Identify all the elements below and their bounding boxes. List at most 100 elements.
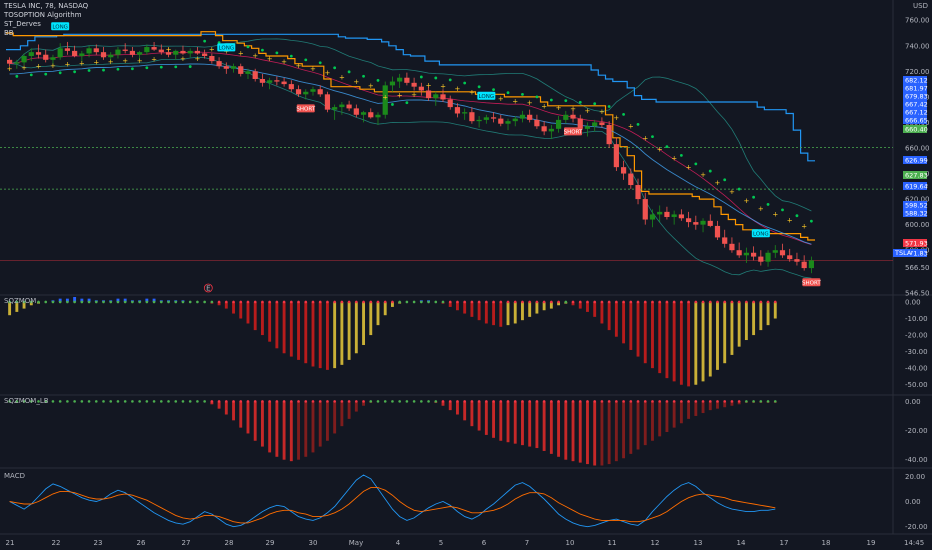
sqzmom-lb-tick-label: 0.00 — [905, 398, 921, 406]
price-tick-label: 546.50 — [905, 290, 930, 298]
sqzmom-lb-zero-dot — [333, 400, 336, 403]
bollinger-upper-band — [9, 38, 812, 212]
trailing-cross-marker: + — [642, 135, 648, 143]
symbol-tag-text: TSLA — [894, 249, 912, 257]
sqzmom-zero-dot — [138, 300, 141, 304]
trailing-cross-marker: + — [137, 57, 143, 65]
macd-signal-line — [9, 487, 776, 524]
price-tag-text: 598.52 — [905, 202, 928, 210]
channel-orange-line — [6, 31, 815, 241]
sqzmom-lb-zero-dot — [318, 400, 322, 403]
sqzmom-lb-zero-dot — [456, 400, 459, 403]
sqzmom-zero-dot — [550, 300, 553, 304]
x-tick-label: 4 — [396, 539, 401, 547]
sqzmom-zero-dot — [58, 300, 62, 304]
x-tick-label: May — [349, 539, 363, 547]
sqzmom-lb-zero-dot — [687, 400, 690, 403]
candle-body — [664, 211, 670, 217]
sqzmom-lb-zero-dot — [123, 400, 127, 403]
channel-upper-line — [6, 33, 815, 162]
candle-body — [303, 91, 309, 95]
sqzmom-zero-dot — [405, 300, 409, 304]
sqzmom-zero-dot — [80, 300, 84, 304]
candle-body — [397, 77, 403, 82]
candle-body — [158, 49, 164, 53]
signal-long-badge — [217, 43, 236, 52]
sqzmom-lb-zero-dot — [593, 400, 596, 403]
sqzmom-lb-zero-dot — [528, 400, 531, 403]
trailing-dot-marker — [391, 103, 394, 106]
candle-body — [252, 71, 258, 79]
sqzmom-lb-zero-dot — [268, 400, 271, 403]
signal-short-label: SHORT — [802, 280, 821, 286]
indicator-label-st: ST_Derves — [4, 20, 41, 28]
sqzmom-zero-dot — [752, 300, 755, 304]
sqzmom-zero-dot — [8, 300, 11, 304]
trailing-cross-marker: + — [700, 171, 706, 179]
price-tick-label: 600.00 — [905, 221, 930, 229]
candle-body — [519, 114, 526, 119]
candle-body — [635, 185, 641, 200]
sqzmom-lb-zero-dot — [290, 400, 293, 403]
sqzmom-zero-dot — [326, 300, 329, 304]
candle-body — [700, 220, 706, 225]
trailing-dot-marker — [405, 101, 409, 105]
sqzmom-lb-zero-dot — [239, 400, 243, 403]
signal-short-badge — [564, 127, 583, 136]
trailing-cross-marker: + — [671, 155, 677, 163]
trailing-dot-marker — [289, 54, 293, 58]
trailing-cross-marker: + — [801, 223, 807, 231]
sqzmom-lb-zero-dot — [506, 400, 510, 403]
sqzmom-lb-zero-dot — [752, 400, 755, 403]
trailing-cross-marker: + — [657, 145, 663, 153]
signal-long-label: LONG — [52, 24, 68, 30]
trailing-dot-marker — [737, 187, 741, 191]
sqzmom-lb-zero-dot — [73, 400, 76, 403]
trailing-cross-marker: + — [541, 102, 547, 110]
price-tag-box — [903, 201, 927, 209]
trailing-cross-marker: + — [556, 104, 562, 112]
sqzmom-zero-dot — [564, 300, 568, 304]
candle-body — [281, 81, 287, 85]
price-tag-text: 666.65 — [905, 117, 928, 125]
price-tag-box — [903, 108, 927, 116]
trailing-cross-marker: + — [772, 211, 778, 219]
sqzmom-zero-dot — [730, 300, 734, 304]
sqzmom-lb-zero-dot — [297, 400, 300, 403]
candle-body — [606, 124, 612, 145]
trailing-dot-marker — [188, 65, 192, 68]
trailing-dot-marker — [651, 135, 654, 139]
trailing-dot-marker — [362, 74, 365, 78]
candle-body — [563, 114, 569, 120]
candle-body — [50, 57, 56, 60]
sqzmom-lb-tick-label: -20.00 — [905, 427, 928, 435]
trailing-cross-marker: + — [180, 55, 186, 63]
candle-body — [288, 84, 294, 90]
price-tag-box — [903, 249, 927, 257]
sqzmom-lb-zero-dot — [80, 400, 84, 403]
sqzmom-zero-dot — [369, 300, 373, 304]
x-tick-label: 19 — [867, 539, 876, 547]
candle-body — [28, 52, 34, 56]
trailing-dot-marker — [766, 203, 770, 206]
signal-short-label: SHORT — [296, 107, 315, 113]
candle-body — [187, 50, 193, 54]
trailing-cross-marker: + — [368, 82, 374, 90]
trailing-dot-marker — [116, 67, 120, 71]
sqzmom-lb-zero-dot — [485, 400, 488, 403]
sqzmom-lb-zero-dot — [15, 400, 19, 403]
trailing-dot-marker — [679, 154, 683, 157]
sqzmom-lb-zero-dot — [586, 400, 589, 403]
trailing-cross-marker: + — [223, 47, 229, 55]
candle-body — [592, 122, 598, 127]
candle-body — [245, 71, 251, 74]
trailing-cross-marker: + — [36, 63, 42, 71]
sqzmom-lb-zero-dot — [773, 400, 777, 403]
signal-short-badge — [802, 278, 821, 287]
price-tag-text: 681.97 — [905, 85, 928, 93]
candle-body — [794, 259, 800, 262]
sqzmom-zero-dot — [29, 300, 33, 304]
indicator-label-algorithm: TOSOPTION Algorithm — [4, 11, 82, 19]
candle-body — [368, 112, 374, 118]
